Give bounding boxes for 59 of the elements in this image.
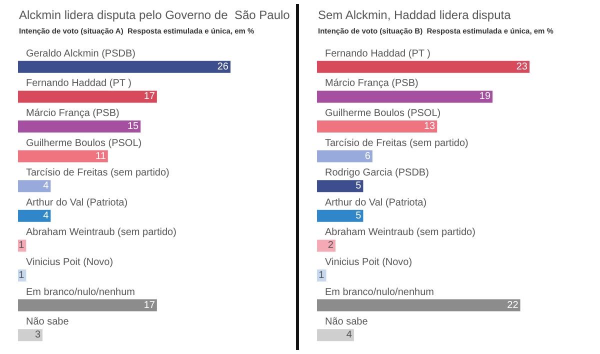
data-label: 22 [507,300,519,311]
data-label: 15 [127,121,140,132]
y-tick-label: Arthur do Val (Patriota) [325,197,427,208]
data-label: 26 [217,61,229,72]
y-tick-label: Abraham Weintraub (sem partido) [26,227,176,238]
data-label: 6 [364,150,371,162]
y-tick-label: Guilherme Boulos (PSOL) [26,138,142,149]
y-tick-label: Vinicius Poit (Novo) [325,257,412,268]
bar [317,150,372,162]
y-tick-label: Márcio França (PSB) [26,108,120,119]
bar [18,329,43,342]
bar [317,329,354,342]
data-label: 23 [516,61,528,72]
bar [18,150,108,162]
y-tick-label: Em branco/nulo/nenhum [325,286,434,298]
data-label: 1 [18,270,25,281]
y-tick-label: Fernando Haddad (PT ) [26,78,132,90]
bar [317,240,336,252]
bar [18,60,230,73]
y-tick-label: Vinicius Poit (Novo) [26,257,114,268]
data-label: 3 [34,330,41,341]
data-label: 4 [43,180,50,192]
bar [317,120,438,132]
data-label: 1 [318,270,325,281]
bar [317,60,530,73]
bar [18,90,157,103]
data-label: 1 [18,240,25,252]
y-tick-label: Guilherme Boulos (PSOL) [325,108,441,119]
data-label: 5 [356,180,362,192]
data-label: 11 [96,150,106,162]
data-label: 19 [479,91,491,102]
y-tick-label: Tarcísio de Freitas (sem partido) [26,168,170,179]
y-tick-label: Fernando Haddad (PT ) [325,48,430,60]
chart-title: Sem Alckmin, Haddad lidera disputa [318,8,512,22]
y-tick-label: Abraham Weintraub (sem partido) [325,227,476,238]
data-label: 4 [346,330,352,341]
bar [317,90,493,103]
data-label: 17 [144,300,156,311]
y-tick-label: Rodrigo Garcia (PSDB) [325,168,429,179]
data-label: 13 [424,121,436,132]
data-label: 17 [144,91,156,102]
chart-title: Alckmin lidera disputa pelo Governo de São Paulo [19,8,290,22]
data-label: 5 [356,210,362,222]
data-label: 2 [328,240,334,252]
bar [317,299,520,312]
bar [317,210,364,222]
y-tick-label: Não sabe [26,316,70,328]
bar [18,180,51,192]
y-tick-label: Tarcísio de Freitas (sem partido) [325,138,468,149]
bar [18,210,51,222]
y-tick-label: Geraldo Alckmin (PSDB) [26,48,136,60]
y-tick-label: Márcio França (PSB) [325,78,418,90]
y-tick-label: Não sabe [325,316,368,328]
bar [18,299,157,312]
data-label: 4 [43,210,50,222]
y-tick-label: Em branco/nulo/nenhum [26,286,135,298]
bar [317,180,364,192]
bar [18,120,141,132]
y-tick-label: Arthur do Val (Patriota) [26,197,128,208]
